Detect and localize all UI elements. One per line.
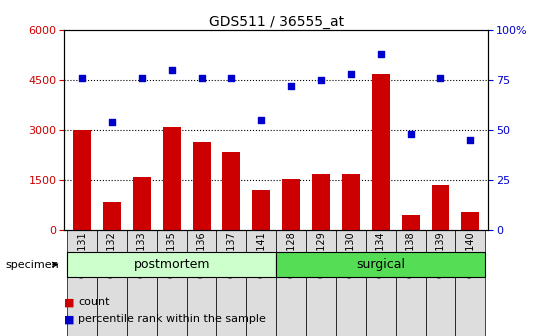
Bar — [431, 185, 449, 230]
Bar — [276, 252, 485, 277]
Text: percentile rank within the sample: percentile rank within the sample — [78, 314, 266, 324]
Text: ■: ■ — [64, 297, 75, 307]
Bar — [396, 230, 426, 336]
Text: specimen: specimen — [6, 260, 59, 269]
Bar — [455, 230, 485, 336]
Point — [466, 137, 475, 143]
Bar — [127, 230, 157, 336]
Bar — [186, 230, 217, 336]
Bar — [252, 190, 270, 230]
Point — [167, 68, 176, 73]
Point — [347, 72, 355, 77]
Bar — [157, 230, 186, 336]
Text: ■: ■ — [64, 314, 75, 324]
Bar — [223, 152, 240, 230]
Text: surgical: surgical — [356, 258, 405, 271]
Bar — [67, 230, 97, 336]
Bar — [217, 230, 246, 336]
Point — [137, 76, 146, 81]
Bar — [306, 230, 336, 336]
Text: count: count — [78, 297, 109, 307]
Bar — [336, 230, 366, 336]
Point — [316, 78, 325, 83]
Bar — [246, 230, 276, 336]
Bar — [193, 142, 210, 230]
Bar — [97, 230, 127, 336]
Point — [197, 76, 206, 81]
Bar — [73, 130, 91, 230]
Bar — [163, 127, 181, 230]
Bar — [342, 173, 360, 230]
Point — [406, 131, 415, 137]
Bar — [133, 177, 151, 230]
Bar — [276, 230, 306, 336]
Bar — [312, 173, 330, 230]
Bar — [402, 215, 420, 230]
Point — [436, 76, 445, 81]
Bar — [67, 252, 276, 277]
Point — [287, 84, 296, 89]
Bar — [461, 212, 479, 230]
Text: postmortem: postmortem — [133, 258, 210, 271]
Bar — [282, 178, 300, 230]
Bar — [426, 230, 455, 336]
Point — [257, 118, 266, 123]
Point — [108, 120, 117, 125]
Point — [376, 51, 385, 57]
Point — [227, 76, 236, 81]
Bar — [103, 202, 121, 230]
Title: GDS511 / 36555_at: GDS511 / 36555_at — [209, 15, 344, 29]
Bar — [372, 74, 389, 230]
Bar — [366, 230, 396, 336]
Point — [78, 76, 86, 81]
